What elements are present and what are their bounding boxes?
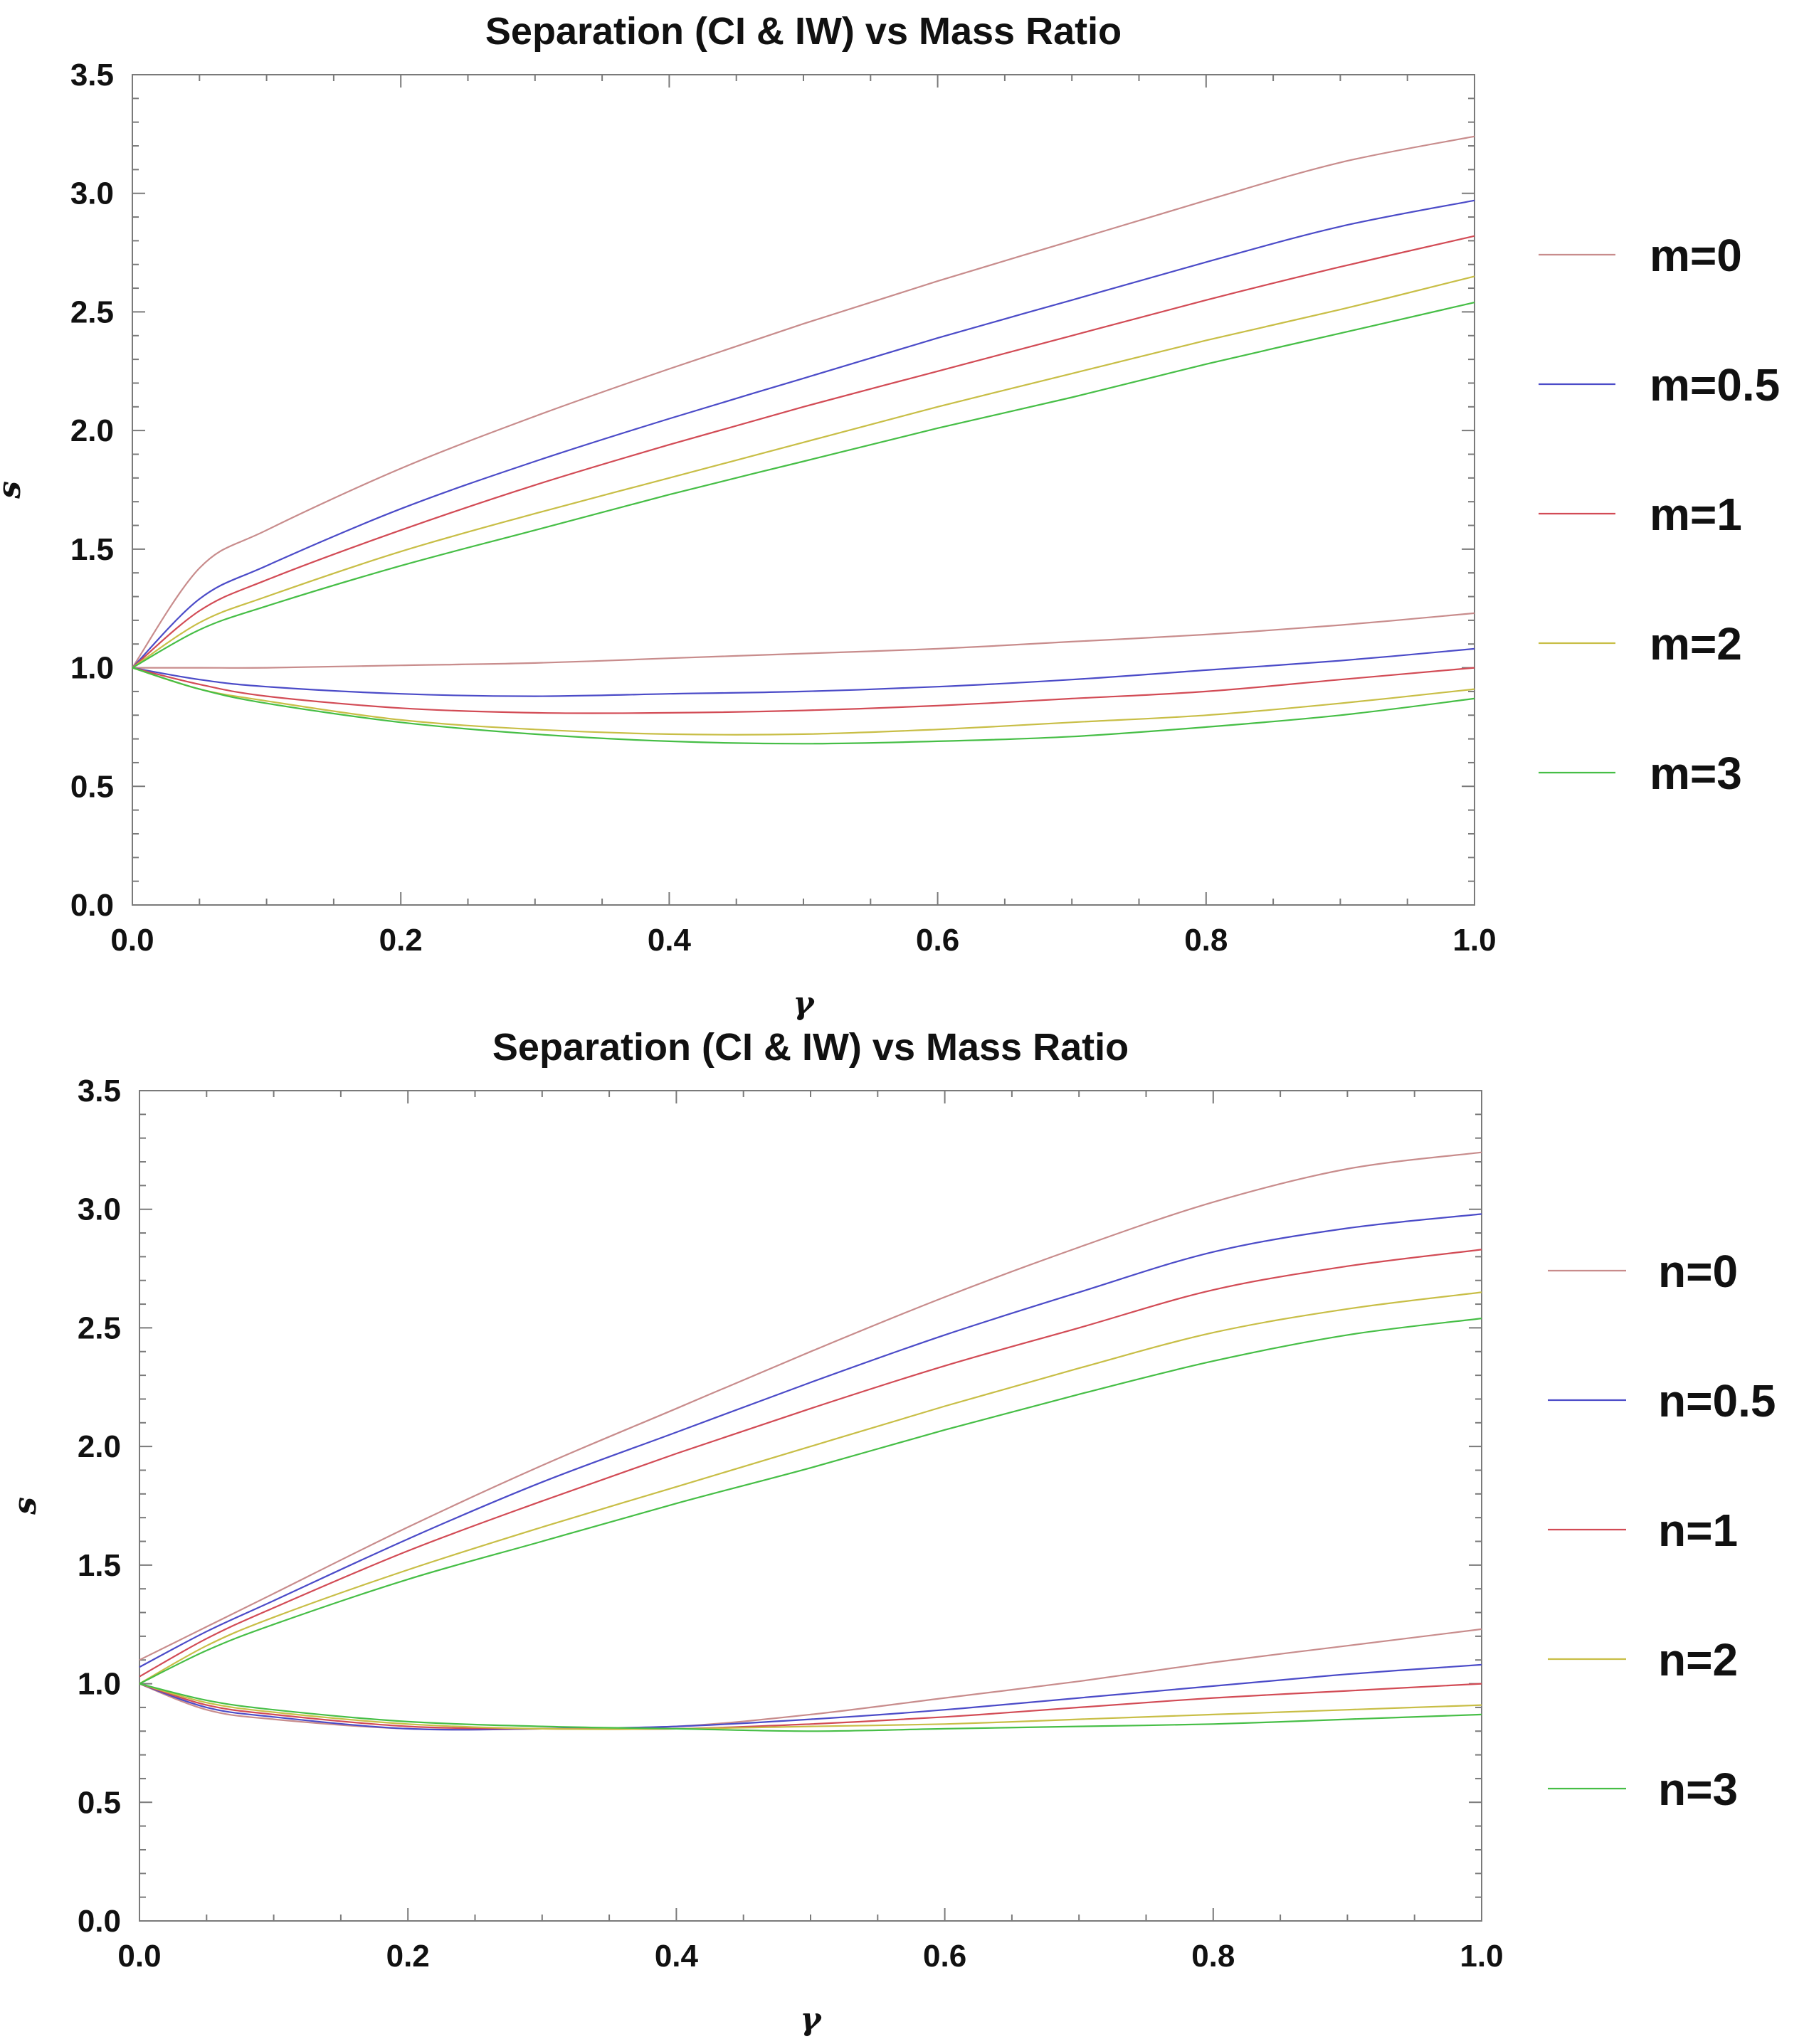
y-tick-label: 3.0: [70, 176, 114, 211]
series-line-m=1-lower: [132, 667, 1475, 714]
series-line-m=2-lower: [132, 667, 1475, 736]
y-tick-label: 0.5: [70, 769, 114, 804]
x-tick-label: 0.6: [923, 1939, 966, 1974]
y-tick-label: 3.5: [70, 58, 114, 92]
y-tick-label: 3.5: [78, 1074, 121, 1108]
plot-frame: [132, 74, 1475, 906]
x-tick-label: 0.4: [648, 923, 692, 958]
y-tick-label: 2.5: [70, 295, 114, 329]
legend-label: n=2: [1658, 1634, 1738, 1685]
series-line-m=2-upper: [132, 275, 1475, 669]
series-line-m=3-lower: [132, 667, 1475, 745]
series-line-m=0.5-upper: [132, 199, 1475, 669]
series-line-n=1-lower: [139, 1683, 1482, 1730]
legend-label: m=1: [1650, 489, 1742, 540]
y-tick-label: 1.0: [70, 651, 114, 686]
y-tick-label: 1.5: [70, 532, 114, 567]
series-line-m=1-upper: [132, 235, 1475, 669]
plot-frame: [139, 1090, 1482, 1922]
chart-title: Separation (CI & IW) vs Mass Ratio: [485, 10, 1122, 53]
series-line-m=0-upper: [132, 135, 1475, 669]
series-line-m=3-upper: [132, 302, 1475, 669]
series-line-m=0-lower: [132, 612, 1475, 669]
x-axis-label: γ: [800, 2001, 822, 2038]
x-tick-label: 0.2: [386, 1939, 430, 1974]
y-tick-label: 0.5: [78, 1785, 121, 1820]
x-tick-label: 0.2: [379, 923, 423, 958]
x-tick-label: 0.0: [117, 1939, 161, 1974]
x-tick-label: 1.0: [1460, 1939, 1503, 1974]
legend-label: m=0.5: [1650, 359, 1780, 411]
series-line-n=1-upper: [139, 1249, 1482, 1678]
series-line-n=0-lower: [139, 1628, 1482, 1731]
y-tick-label: 2.0: [70, 413, 114, 448]
x-tick-label: 0.0: [110, 923, 154, 958]
chart-title: Separation (CI & IW) vs Mass Ratio: [492, 1026, 1129, 1069]
chart-1: Separation (CI & IW) vs Mass Ratio 0.0 0.5…: [0, 10, 1780, 1022]
legend-label: m=0: [1650, 230, 1742, 281]
y-tick-label: 2.5: [78, 1310, 121, 1345]
legend-label: n=0.5: [1658, 1375, 1776, 1426]
y-tick-label: 1.0: [78, 1667, 121, 1702]
legend-label: m=2: [1650, 618, 1742, 669]
y-tick-label: 3.0: [78, 1192, 121, 1227]
legend-label: n=1: [1658, 1505, 1738, 1556]
chart-2: Separation (CI & IW) vs Mass Ratio 0.0 0.5…: [7, 1026, 1776, 2038]
legend-label: n=3: [1658, 1764, 1738, 1815]
series-line-n=2-lower: [139, 1683, 1482, 1730]
series-line-n=0-upper: [139, 1151, 1482, 1661]
y-tick-label: 2.0: [78, 1429, 121, 1464]
series-line-n=3-upper: [139, 1318, 1482, 1685]
x-tick-label: 0.8: [1191, 1939, 1235, 1974]
y-tick-label: 0.0: [70, 888, 114, 923]
series-line-m=0.5-lower: [132, 647, 1475, 697]
series-line-n=2-upper: [139, 1291, 1482, 1685]
y-tick-label: 0.0: [78, 1904, 121, 1939]
x-tick-label: 1.0: [1452, 923, 1496, 958]
y-axis-label: s: [7, 1497, 43, 1515]
y-tick-label: 1.5: [78, 1548, 121, 1583]
x-tick-label: 0.8: [1184, 923, 1228, 958]
series-line-n=3-lower: [139, 1683, 1482, 1732]
x-tick-label: 0.4: [655, 1939, 699, 1974]
series-line-n=0.5-upper: [139, 1213, 1482, 1668]
legend-label: m=3: [1650, 748, 1742, 799]
x-axis-label: γ: [793, 985, 815, 1022]
legend-label: n=0: [1658, 1246, 1738, 1297]
series-line-n=0.5-lower: [139, 1663, 1482, 1731]
y-axis-label: s: [0, 481, 28, 499]
x-tick-label: 0.6: [916, 923, 959, 958]
